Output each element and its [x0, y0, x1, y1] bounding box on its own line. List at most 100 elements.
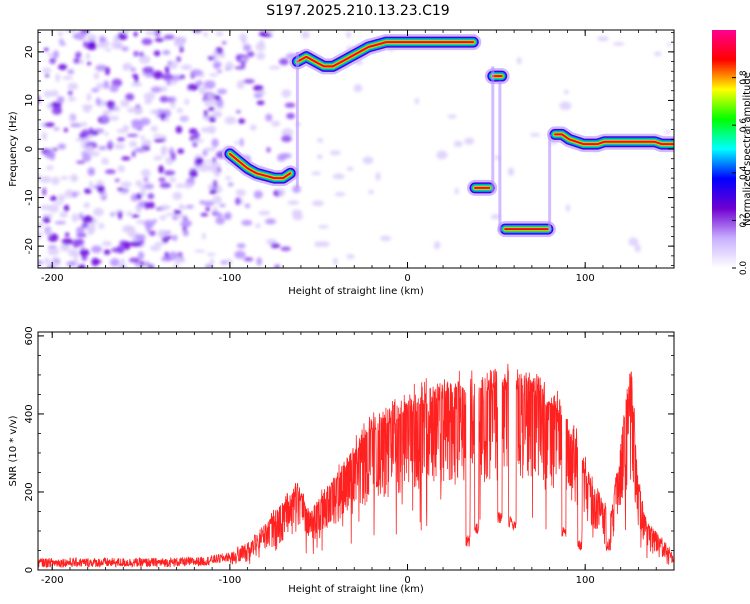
- heatmap-noise-blob: [153, 50, 161, 57]
- snr-y-tick-label: 600: [24, 326, 35, 345]
- heatmap-noise-blob: [170, 152, 176, 161]
- heatmap-noise-blob: [101, 240, 112, 247]
- heatmap-noise-blob: [279, 152, 292, 159]
- heatmap-noise-blob: [47, 53, 55, 57]
- heatmap-noise-blob: [204, 98, 210, 107]
- heatmap-noise-blob: [213, 95, 221, 101]
- heatmap-noise-blob: [278, 58, 289, 66]
- heatmap-noise-blob: [57, 143, 66, 150]
- heatmap-noise-blob: [224, 116, 237, 125]
- heatmap-track: [221, 145, 299, 187]
- snr-y-axis-label: SNR (10 * v/v): [8, 415, 19, 486]
- heatmap-x-tick-label: 0: [404, 273, 410, 284]
- colorbar-tick-label: 0.2: [739, 213, 749, 227]
- heatmap-noise-blob: [81, 222, 89, 229]
- heatmap-noise-blob: [563, 89, 569, 95]
- heatmap-noise-blob: [236, 243, 246, 249]
- heatmap-noise-blob: [176, 107, 183, 114]
- heatmap-noise-blob: [278, 188, 286, 197]
- heatmap-noise-blob: [375, 172, 381, 181]
- heatmap-noise-blob: [116, 128, 128, 134]
- heatmap-noise-blob: [158, 177, 166, 182]
- heatmap-noise-blob: [259, 39, 265, 47]
- heatmap-noise-blob: [88, 127, 94, 134]
- heatmap-noise-blob: [559, 101, 572, 111]
- heatmap-noise-blob: [213, 55, 218, 63]
- heatmap-noise-blob: [41, 131, 48, 141]
- heatmap-noise-blob: [98, 222, 105, 230]
- heatmap-noise-blob: [141, 139, 152, 147]
- colorbar-label: Normalized spectral amplitude: [742, 72, 750, 226]
- heatmap-noise-blob: [184, 98, 190, 105]
- heatmap-noise-blob: [147, 193, 155, 200]
- heatmap-noise-blob: [664, 130, 671, 134]
- heatmap-noise-blob: [104, 47, 112, 52]
- heatmap-noise-blob: [206, 252, 216, 257]
- heatmap-noise-blob: [95, 64, 107, 72]
- heatmap-noise-blob: [187, 177, 195, 182]
- heatmap-noise-blob: [73, 57, 80, 64]
- heatmap-noise-blob: [97, 184, 105, 194]
- heatmap-noise-blob: [205, 206, 211, 212]
- heatmap-noise-blob: [154, 241, 165, 246]
- heatmap-noise-blob: [120, 99, 130, 108]
- heatmap-noise-blob: [203, 80, 216, 89]
- heatmap-noise-blob: [40, 176, 52, 184]
- heatmap-noise-blob: [91, 245, 103, 254]
- heatmap-noise-blob: [353, 84, 363, 93]
- heatmap-noise-blob: [164, 170, 176, 176]
- heatmap-noise-blob: [201, 232, 206, 240]
- heatmap-noise-blob: [85, 52, 91, 60]
- heatmap-noise-blob: [79, 58, 84, 65]
- heatmap-noise-blob: [67, 82, 79, 90]
- heatmap-noise-blob: [117, 137, 125, 142]
- heatmap-noise-blob: [187, 83, 199, 91]
- heatmap-noise-blob: [203, 109, 208, 117]
- heatmap-noise-blob: [54, 221, 67, 225]
- heatmap-y-tick-label: 10: [24, 94, 35, 107]
- heatmap-noise-blob: [49, 57, 56, 64]
- heatmap-noise-blob: [453, 140, 463, 148]
- heatmap-noise-blob: [78, 212, 84, 220]
- heatmap-noise-blob: [75, 138, 85, 142]
- heatmap-noise-blob: [109, 258, 120, 267]
- heatmap-noise-blob: [141, 38, 153, 46]
- heatmap-noise-blob: [180, 64, 192, 70]
- heatmap-noise-blob: [152, 219, 157, 223]
- heatmap-noise-blob: [141, 169, 151, 178]
- heatmap-noise-blob: [62, 75, 74, 80]
- heatmap-noise-blob: [194, 249, 206, 253]
- heatmap-noise-blob: [178, 203, 184, 210]
- heatmap-noise-blob: [194, 157, 204, 165]
- heatmap-noise-blob: [258, 210, 271, 216]
- heatmap-noise-blob: [204, 147, 216, 152]
- snr-frame: [37, 331, 675, 571]
- heatmap-noise-blob: [135, 234, 146, 241]
- heatmap-noise-blob: [114, 143, 125, 150]
- heatmap-noise-blob: [129, 240, 142, 247]
- heatmap-noise-blob: [104, 169, 116, 174]
- heatmap-noise-blob: [447, 114, 457, 119]
- heatmap-noise-blob: [161, 73, 174, 81]
- heatmap-noise-blob: [47, 247, 60, 256]
- heatmap-noise-blob: [138, 51, 144, 57]
- heatmap-noise-blob: [318, 241, 330, 248]
- heatmap-track: [547, 126, 674, 153]
- heatmap-noise-blob: [131, 119, 142, 125]
- snr-x-axis-label: Height of straight line (km): [288, 584, 424, 595]
- snr-panel: -200 -100 0 100 0 200 400 600 Height of straig…: [8, 326, 675, 595]
- heatmap-noise-blob: [103, 80, 110, 90]
- heatmap-noise-blob: [43, 90, 52, 98]
- heatmap-noise-blob: [42, 216, 51, 224]
- heatmap-noise-blob: [164, 65, 170, 74]
- heatmap-noise-blob: [144, 261, 150, 267]
- heatmap-noise-blob: [271, 120, 281, 127]
- heatmap-noise-blob: [131, 150, 136, 158]
- heatmap-noise-blob: [507, 167, 515, 176]
- heatmap-noise-blob: [74, 32, 86, 41]
- heatmap-noise-blob: [127, 107, 136, 113]
- heatmap-noise-blob: [59, 42, 67, 46]
- heatmap-noise-blob: [122, 187, 129, 193]
- heatmap-noise-blob: [239, 138, 244, 147]
